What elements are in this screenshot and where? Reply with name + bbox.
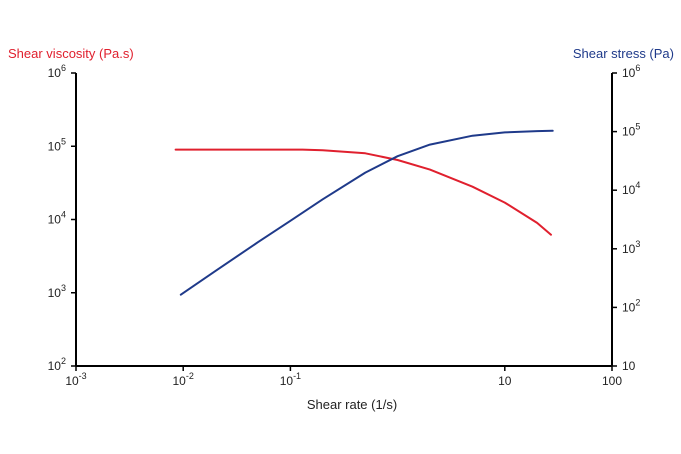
y-left-tick-label: 103 [48, 283, 66, 300]
y-right-tick-label: 105 [622, 122, 640, 139]
x-tick-label: 100 [602, 374, 622, 388]
y-left-tick-label: 105 [48, 136, 66, 153]
x-tick-label: 10-1 [280, 371, 301, 388]
y-right-tick-label: 102 [622, 297, 640, 314]
viscosity-curve [174, 148, 552, 236]
y-left-tick-label: 102 [48, 356, 66, 373]
y-left-tick-label: 104 [48, 210, 66, 227]
y-left-tick-label: 106 [48, 63, 66, 80]
x-axis-label: Shear rate (1/s) [307, 397, 397, 412]
series-lines [174, 129, 554, 296]
y-right-axis-label: Shear stress (Pa) [573, 46, 674, 61]
y-right-tick-label: 104 [622, 180, 640, 197]
x-tick-label: 10-3 [65, 371, 86, 388]
stress-curve [179, 129, 554, 296]
y-right-tick-label: 106 [622, 63, 640, 80]
y-right-tick-label: 10 [622, 359, 636, 373]
x-tick-label: 10 [498, 374, 512, 388]
x-tick-label: 10-2 [173, 371, 194, 388]
y-right-tick-label: 103 [622, 239, 640, 256]
ticks: 10-3 10-2 10-1 10 10010610510410310210610510… [48, 63, 641, 388]
y-left-axis-label: Shear viscosity (Pa.s) [8, 46, 134, 61]
